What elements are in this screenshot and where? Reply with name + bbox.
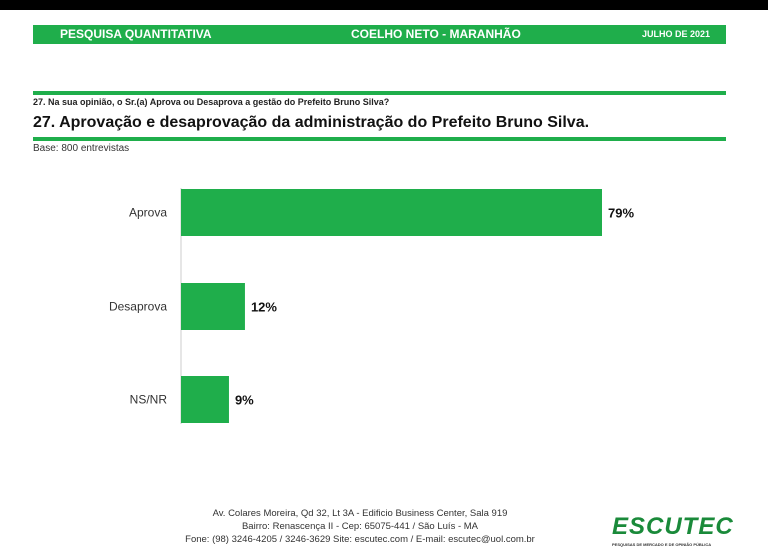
divider	[33, 137, 726, 141]
chart-title: 27. Aprovação e desaprovação da administ…	[33, 114, 590, 131]
bar	[181, 283, 245, 330]
data-label: 79%	[608, 206, 634, 221]
logo-tagline: PESQUISAS DE MERCADO E DE OPINIÃO PÚBLIC…	[612, 542, 712, 547]
bar	[181, 376, 229, 423]
header-right: JULHO DE 2021	[641, 29, 710, 39]
footer-line: Av. Colares Moreira, Qd 32, Lt 3A - Edif…	[212, 508, 508, 519]
header-bar: PESQUISA QUANTITATIVA COELHO NETO - MARA…	[33, 25, 726, 44]
question: 27. Na sua opinião, o Sr.(a) Aprova ou D…	[33, 97, 390, 107]
escutec-logo: ESCUTEC PESQUISAS DE MERCADO E DE OPINIÃO…	[612, 514, 734, 548]
header-center: COELHO NETO - MARANHÃO	[351, 27, 521, 41]
base-note: Base: 800 entrevistas	[33, 143, 130, 154]
footer-line: Fone: (98) 3246-4205 / 3246-3629 Site: e…	[185, 534, 535, 545]
category-label: Aprova	[129, 206, 167, 220]
logo-name: ESCUTEC	[612, 513, 734, 540]
header-left: PESQUISA QUANTITATIVA	[60, 27, 212, 41]
divider	[33, 91, 726, 95]
data-label: 12%	[251, 300, 277, 315]
footer-address: Av. Colares Moreira, Qd 32, Lt 3A - Edif…	[180, 507, 540, 546]
top-black-bar	[0, 0, 768, 10]
data-label: 9%	[235, 393, 254, 408]
footer-line: Bairro: Renascença II - Cep: 65075-441 /…	[241, 521, 479, 532]
bar	[181, 189, 602, 236]
category-label: Desaprova	[109, 300, 167, 314]
category-label: NS/NR	[130, 393, 168, 407]
